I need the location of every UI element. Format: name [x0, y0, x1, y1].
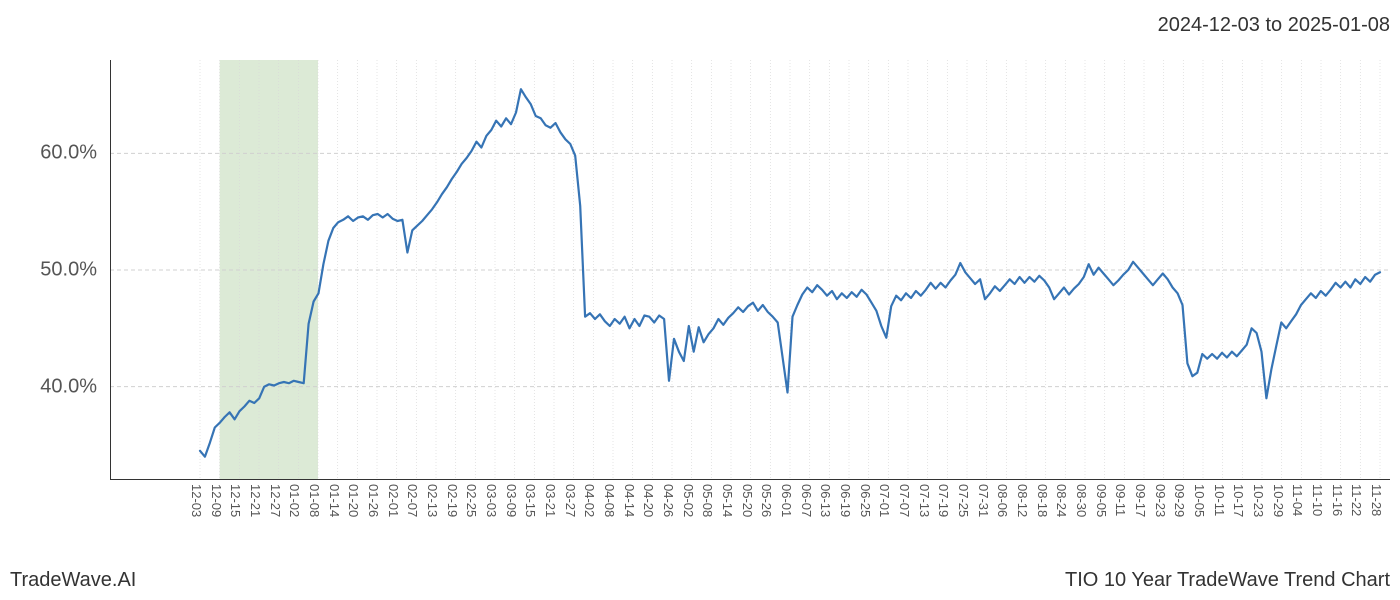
x-tick-label: 08-06: [995, 484, 1010, 517]
x-tick-label: 11-28: [1369, 484, 1384, 516]
x-tick-label: 07-13: [917, 484, 932, 517]
x-tick-label: 11-10: [1310, 484, 1325, 516]
x-tick-label: 05-08: [700, 484, 715, 517]
x-tick-label: 12-15: [228, 484, 243, 517]
x-tick-label: 02-25: [464, 484, 479, 517]
y-tick-label: 60.0%: [40, 142, 97, 165]
x-tick-label: 09-17: [1133, 484, 1148, 517]
x-tick-label: 04-20: [641, 484, 656, 517]
x-tick-label: 12-21: [248, 484, 263, 517]
x-tick-label: 03-21: [543, 484, 558, 517]
x-tick-label: 05-26: [759, 484, 774, 517]
x-tick-label: 01-14: [327, 484, 342, 517]
x-tick-label: 03-27: [563, 484, 578, 517]
x-tick-label: 02-19: [445, 484, 460, 517]
x-tick-label: 01-02: [287, 484, 302, 517]
y-tick-label: 40.0%: [40, 375, 97, 398]
x-tick-label: 11-16: [1330, 484, 1345, 516]
chart-title: TIO 10 Year TradeWave Trend Chart: [1065, 569, 1390, 592]
x-tick-label: 12-27: [268, 484, 283, 517]
x-tick-label: 06-19: [838, 484, 853, 517]
x-tick-label: 08-30: [1074, 484, 1089, 517]
x-tick-label: 04-02: [582, 484, 597, 517]
x-tick-label: 01-08: [307, 484, 322, 517]
x-tick-label: 02-13: [425, 484, 440, 517]
x-tick-label: 08-18: [1035, 484, 1050, 517]
x-tick-label: 03-15: [523, 484, 538, 517]
x-tick-label: 07-01: [877, 484, 892, 517]
x-axis-labels: 12-03 12-09 12-15 12-21 12-27 01-02 01-08 01-14…: [110, 484, 1390, 564]
x-tick-label: 06-13: [818, 484, 833, 517]
x-tick-label: 12-09: [209, 484, 224, 517]
x-tick-label: 09-29: [1172, 484, 1187, 517]
y-axis-labels: 40.0% 50.0% 60.0%: [0, 60, 105, 480]
chart-area: [110, 60, 1390, 480]
x-tick-label: 10-17: [1231, 484, 1246, 517]
date-range-label: 2024-12-03 to 2025-01-08: [1158, 14, 1390, 37]
x-tick-label: 03-09: [504, 484, 519, 517]
x-tick-label: 02-01: [386, 484, 401, 517]
x-tick-label: 06-01: [779, 484, 794, 517]
x-tick-label: 09-23: [1153, 484, 1168, 517]
x-tick-label: 01-26: [366, 484, 381, 517]
brand-label: TradeWave.AI: [10, 569, 136, 592]
x-tick-label: 08-24: [1054, 484, 1069, 517]
x-tick-label: 10-23: [1251, 484, 1266, 517]
x-tick-label: 10-11: [1212, 484, 1227, 516]
x-tick-label: 04-08: [602, 484, 617, 517]
x-tick-label: 06-07: [799, 484, 814, 517]
x-tick-label: 10-05: [1192, 484, 1207, 517]
x-tick-label: 10-29: [1271, 484, 1286, 517]
x-tick-label: 04-14: [622, 484, 637, 517]
x-tick-label: 07-25: [956, 484, 971, 517]
y-tick-label: 50.0%: [40, 259, 97, 282]
x-tick-label: 08-12: [1015, 484, 1030, 517]
x-tick-label: 07-31: [976, 484, 991, 517]
x-tick-label: 05-14: [720, 484, 735, 517]
plot-border: [110, 60, 1390, 480]
x-tick-label: 04-26: [661, 484, 676, 517]
x-tick-label: 12-03: [189, 484, 204, 517]
x-tick-label: 09-05: [1094, 484, 1109, 517]
x-tick-label: 06-25: [858, 484, 873, 517]
x-tick-label: 11-04: [1290, 484, 1305, 516]
x-tick-label: 11-22: [1349, 484, 1364, 516]
x-tick-label: 03-03: [484, 484, 499, 517]
x-tick-label: 01-20: [346, 484, 361, 517]
x-tick-label: 02-07: [405, 484, 420, 517]
x-tick-label: 09-11: [1113, 484, 1128, 516]
x-tick-label: 05-02: [681, 484, 696, 517]
x-tick-label: 07-19: [936, 484, 951, 517]
x-tick-label: 07-07: [897, 484, 912, 517]
x-tick-label: 05-20: [740, 484, 755, 517]
